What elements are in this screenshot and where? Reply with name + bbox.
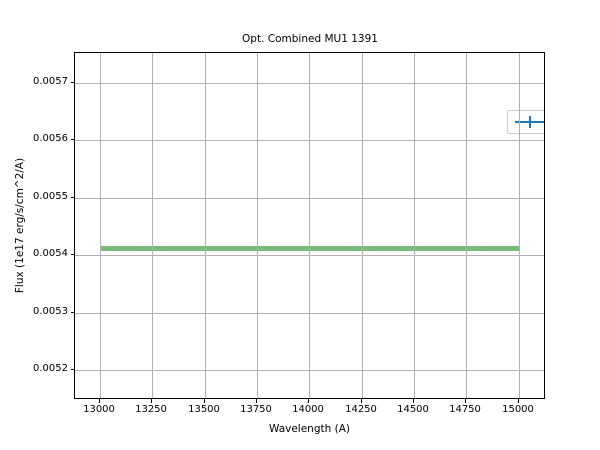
x-axis-tick-label: 14250 bbox=[345, 404, 377, 415]
y-axis-tick bbox=[70, 139, 74, 140]
gridline-vertical bbox=[362, 53, 363, 398]
gridline-vertical bbox=[309, 53, 310, 398]
x-axis-tick-label: 15000 bbox=[502, 404, 534, 415]
x-axis-tick bbox=[151, 399, 152, 403]
plot-area: RAVG_OPT bbox=[74, 52, 545, 399]
y-axis-tick bbox=[70, 82, 74, 83]
x-axis-tick bbox=[518, 399, 519, 403]
gridline-vertical bbox=[519, 53, 520, 398]
gridline-vertical bbox=[466, 53, 467, 398]
y-axis-tick-label: 0.0052 bbox=[33, 363, 68, 374]
x-axis-tick-label: 14000 bbox=[292, 404, 324, 415]
gridline-vertical bbox=[100, 53, 101, 398]
y-axis-tick-label: 0.0053 bbox=[33, 306, 68, 317]
gridline-horizontal bbox=[75, 313, 544, 314]
chart-title: Opt. Combined MU1 1391 bbox=[242, 33, 378, 45]
x-axis-tick bbox=[413, 399, 414, 403]
y-axis-tick-label: 0.0057 bbox=[33, 76, 68, 87]
gridline-horizontal bbox=[75, 140, 544, 141]
y-axis-tick bbox=[70, 254, 74, 255]
gridline-vertical bbox=[152, 53, 153, 398]
x-axis-tick bbox=[361, 399, 362, 403]
x-axis-label: Wavelength (A) bbox=[268, 423, 350, 435]
gridline-horizontal bbox=[75, 83, 544, 84]
x-axis-tick-label: 13750 bbox=[240, 404, 272, 415]
x-axis-tick bbox=[204, 399, 205, 403]
x-axis-tick-label: 13250 bbox=[135, 404, 167, 415]
gridline-vertical bbox=[205, 53, 206, 398]
x-axis-tick bbox=[99, 399, 100, 403]
x-axis-tick-label: 14750 bbox=[449, 404, 481, 415]
y-axis-tick bbox=[70, 197, 74, 198]
y-axis-label: Flux (1e17 erg/s/cm^2/A) bbox=[14, 157, 26, 294]
x-axis-tick bbox=[256, 399, 257, 403]
x-axis-tick-label: 14500 bbox=[397, 404, 429, 415]
y-axis-tick-label: 0.0056 bbox=[33, 133, 68, 144]
y-axis-tick-label: 0.0054 bbox=[33, 248, 68, 259]
gridline-horizontal bbox=[75, 255, 544, 256]
x-axis-tick-label: 13500 bbox=[188, 404, 220, 415]
x-axis-tick bbox=[465, 399, 466, 403]
gridline-vertical bbox=[257, 53, 258, 398]
x-axis-tick bbox=[308, 399, 309, 403]
gridline-horizontal bbox=[75, 370, 544, 371]
y-axis-tick bbox=[70, 312, 74, 313]
y-axis-tick bbox=[70, 369, 74, 370]
gridline-horizontal bbox=[75, 198, 544, 199]
y-axis-tick-label: 0.0055 bbox=[33, 191, 68, 202]
x-axis-tick-label: 13000 bbox=[83, 404, 115, 415]
gridline-vertical bbox=[414, 53, 415, 398]
chart-legend[interactable]: RAVG_OPT bbox=[507, 110, 544, 134]
errorbar-plus-icon bbox=[514, 114, 544, 130]
